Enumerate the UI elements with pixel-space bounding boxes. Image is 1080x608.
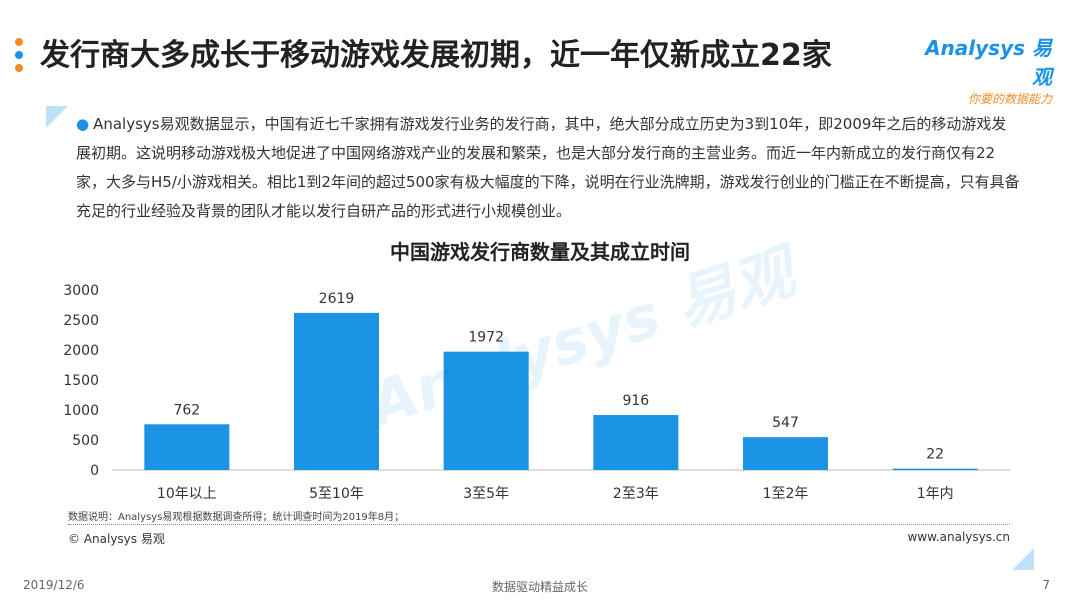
description-text: Analysys易观数据显示，中国有近七千家拥有游戏发行业务的发行商，其中，绝大… <box>76 115 1020 220</box>
dot-blue <box>15 51 23 59</box>
corner-triangle-bottom <box>1012 548 1034 570</box>
logo-slogan: 你要的数据能力 <box>967 92 1052 106</box>
footer-slogan: 数据驱动精益成长 <box>491 580 588 594</box>
bar <box>743 437 828 470</box>
x-tick-label: 10年以上 <box>157 486 217 502</box>
bar-value-label: 547 <box>772 415 799 431</box>
bar <box>443 351 529 470</box>
bar-value-label: 22 <box>926 447 944 463</box>
page-number: 7 <box>1042 578 1050 592</box>
logo-brand: Analysys 易观 <box>925 36 1052 89</box>
y-tick-label: 2000 <box>63 343 99 359</box>
copyright: © Analysys 易观 <box>68 532 165 546</box>
bar-value-label: 762 <box>173 402 200 418</box>
x-tick-label: 1至2年 <box>763 486 809 502</box>
chart-title: 中国游戏发行商数量及其成立时间 <box>390 240 690 264</box>
y-tick-label: 2500 <box>63 313 99 329</box>
dotted-divider <box>68 524 1010 525</box>
website-link[interactable]: www.analysys.cn <box>907 530 1010 544</box>
y-tick-label: 1500 <box>63 373 99 389</box>
y-tick-label: 1000 <box>63 403 99 419</box>
x-tick-label: 5至10年 <box>309 486 364 502</box>
analysys-logo: Analysys 易观 你要的数据能力 <box>912 32 1052 107</box>
corner-triangle-top <box>46 106 68 128</box>
y-tick-label: 0 <box>90 463 99 479</box>
bar <box>593 415 679 470</box>
bar <box>294 312 379 470</box>
bar-chart: 0 500 1000 1500 2000 2500 3000 762 10年以上 2619 5至10… <box>63 283 1010 502</box>
bullet-icon: ● <box>76 115 90 133</box>
x-tick-label: 2至3年 <box>613 486 659 502</box>
dot-orange <box>15 38 23 46</box>
bar <box>892 468 978 471</box>
y-tick-label: 3000 <box>63 283 99 299</box>
description-paragraph: ● Analysys易观数据显示，中国有近七千家拥有游戏发行业务的发行商，其中，绝… <box>76 110 1021 226</box>
dot-orange-2 <box>15 64 23 72</box>
bar-value-label: 916 <box>622 393 649 409</box>
bar-value-label: 1972 <box>468 330 504 346</box>
data-note: 数据说明：Analysys易观根据数据调查所得；统计调查时间为2019年8月； <box>68 512 405 523</box>
x-tick-label: 1年内 <box>917 486 954 502</box>
footer-date: 2019/12/6 <box>23 578 85 592</box>
title-dots <box>15 38 25 77</box>
page-title: 发行商大多成长于移动游戏发展初期，近一年仅新成立22家 <box>40 38 832 73</box>
y-tick-label: 500 <box>72 433 99 449</box>
bar <box>144 424 230 470</box>
x-tick-label: 3至5年 <box>463 486 509 502</box>
bar-value-label: 2619 <box>319 291 355 307</box>
